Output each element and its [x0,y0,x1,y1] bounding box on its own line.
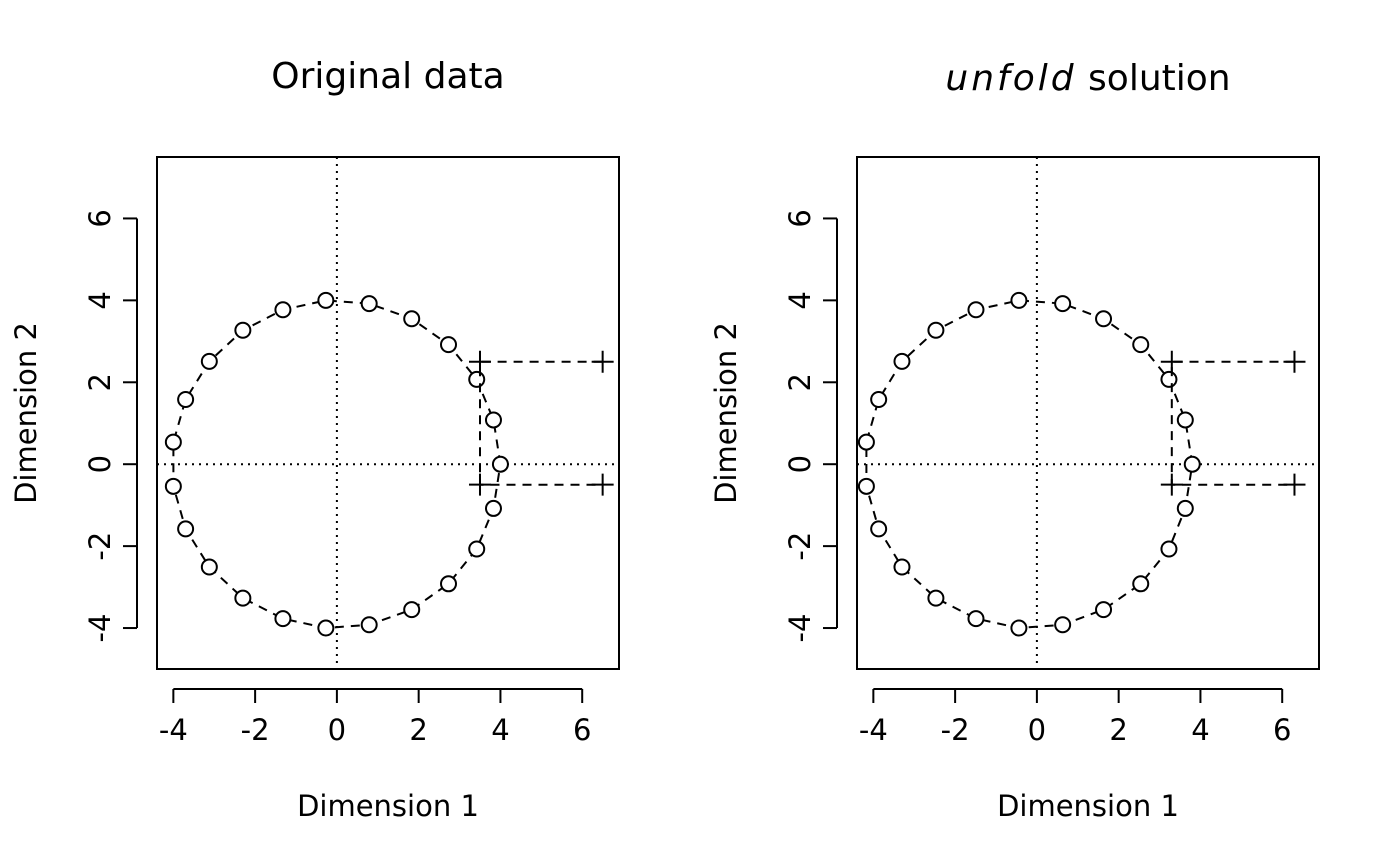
data-point-circle [1132,575,1150,593]
data-point-circle [927,589,945,607]
data-point-plus [1283,350,1306,373]
data-point-circle [360,295,378,313]
chart-title-text: Original data [271,56,504,97]
plot-frame [856,156,1320,670]
x-axis-label: Dimension 1 [297,789,479,823]
x-tick-label: 2 [409,713,427,747]
chart-title-text: solution [1088,58,1231,99]
y-tick-label: -2 [83,532,117,561]
data-point-circle [857,433,875,451]
y-tick-label: 6 [83,209,117,227]
chart-title: Original data [271,56,504,97]
data-point-circle [274,301,292,319]
chart-title-space [1077,58,1088,99]
data-point-circle [200,558,218,576]
y-axis-label: Dimension 2 [709,322,743,504]
y-tick-label: 4 [783,291,817,309]
data-point-circle [1183,455,1201,473]
data-point-circle [317,291,335,309]
data-point-circle [1010,291,1028,309]
x-axis-label: Dimension 1 [997,789,1179,823]
data-point-circle [1176,499,1194,517]
data-point-circle [484,499,502,517]
data-point-circle [967,301,985,319]
y-tick-label: -2 [783,532,817,561]
x-tick-label: 4 [1191,713,1209,747]
chart-title-italic: unfold [945,58,1076,99]
data-point-circle [360,616,378,634]
plus-series-path [479,360,603,486]
data-point-circle [164,433,182,451]
y-tick-label: -4 [783,614,817,643]
data-point-circle [177,520,195,538]
data-point-plus [591,473,614,496]
data-point-circle [857,477,875,495]
plot-frame [156,156,620,670]
data-point-circle [893,352,911,370]
data-point-circle [440,336,458,354]
data-point-circle [1160,370,1178,388]
data-point-circle [870,520,888,538]
x-tick-label: -2 [241,713,270,747]
data-point-plus [468,350,491,373]
data-point-circle [967,610,985,628]
plus-series-path [1170,360,1295,486]
x-tick-label: 4 [491,713,509,747]
data-point-circle [200,352,218,370]
data-point-circle [1054,295,1072,313]
data-point-circle [870,390,888,408]
y-axis-label: Dimension 2 [9,322,43,504]
x-tick-label: 0 [328,713,346,747]
data-point-circle [234,321,252,339]
y-tick-label: 4 [83,291,117,309]
data-point-circle [1132,336,1150,354]
data-point-circle [927,321,945,339]
y-tick-label: -4 [83,614,117,643]
x-tick-label: 0 [1028,713,1046,747]
data-point-circle [893,558,911,576]
y-tick-label: 0 [783,455,817,473]
data-point-circle [274,610,292,628]
chart-title: unfold solution [945,58,1230,99]
data-point-plus [1160,473,1183,496]
data-point-circle [1095,310,1113,328]
data-point-circle [484,411,502,429]
data-point-circle [1095,601,1113,619]
data-point-circle [468,370,486,388]
data-point-circle [403,310,421,328]
y-tick-label: 2 [83,373,117,391]
panel-unfold-solution: unfold solution Dimension 1 Dimension 2 … [709,58,1320,823]
data-point-circle [468,540,486,558]
data-point-circle [491,455,509,473]
data-point-circle [403,601,421,619]
y-tick-label: 0 [83,455,117,473]
data-point-plus [468,473,491,496]
x-tick-label: 6 [573,713,591,747]
x-tick-label: 6 [1273,713,1291,747]
x-tick-label: -4 [859,713,888,747]
data-point-circle [1054,616,1072,634]
data-point-circle [234,589,252,607]
data-point-plus [1160,350,1183,373]
y-tick-label: 2 [783,373,817,391]
x-tick-label: -4 [159,713,188,747]
data-point-circle [440,575,458,593]
panel-original-data: Original data Dimension 1 Dimension 2 -4… [9,56,620,823]
data-point-plus [591,350,614,373]
x-tick-label: 2 [1109,713,1127,747]
x-tick-label: -2 [941,713,970,747]
data-point-circle [1010,619,1028,637]
data-point-circle [317,619,335,637]
data-point-plus [1283,473,1306,496]
data-point-circle [177,390,195,408]
data-point-circle [1176,411,1194,429]
data-point-circle [1160,540,1178,558]
y-tick-label: 6 [783,209,817,227]
data-point-circle [164,477,182,495]
